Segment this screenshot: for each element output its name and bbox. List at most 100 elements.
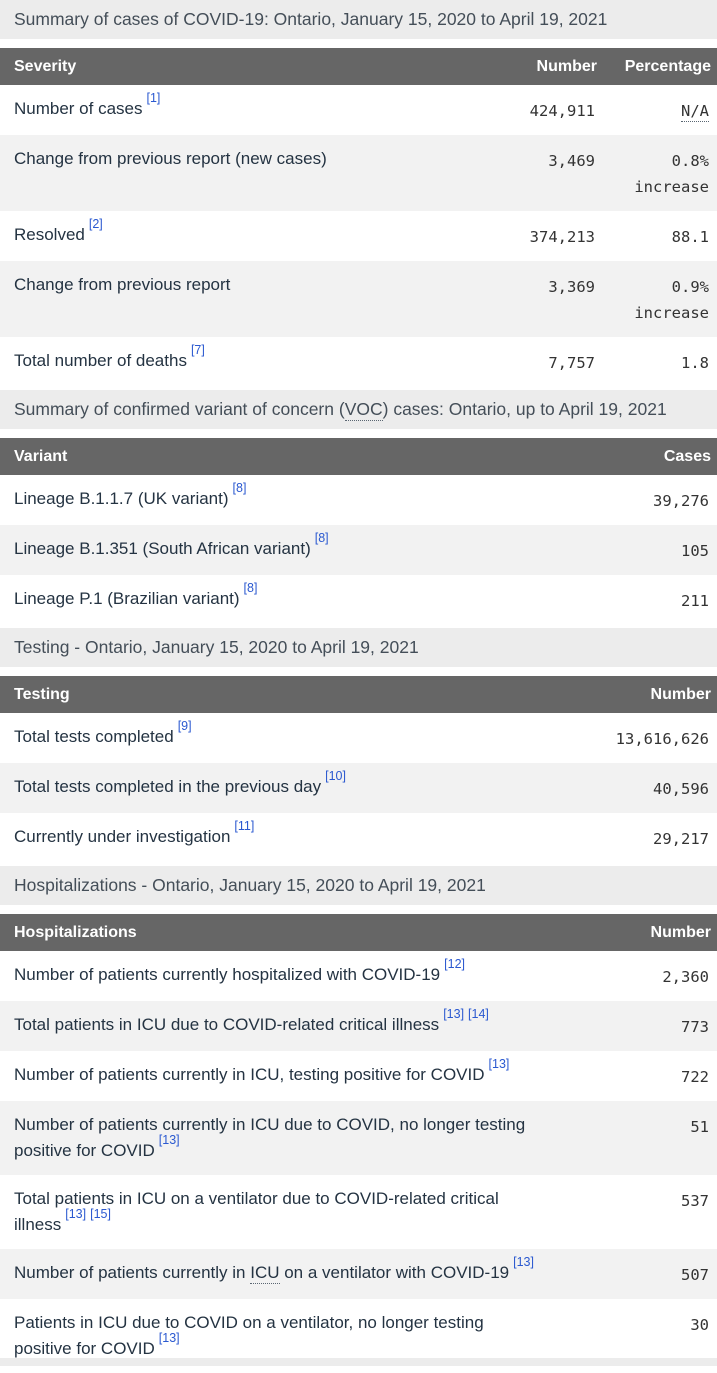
table-row: Currently under investigation[11] 29,217 [0, 813, 717, 863]
value-cell: 7,757 [503, 337, 603, 387]
value-text: 773 [681, 1018, 709, 1036]
value-cell: 537 [557, 1175, 717, 1249]
footnote-ref-link[interactable]: [13] [65, 1207, 87, 1222]
value-text: 3,369 [548, 278, 595, 296]
table-body: Total tests completed[9] 13,616,626 Total … [0, 713, 717, 863]
row-label-text: Resolved [14, 225, 85, 244]
table-row: Number of patients currently in ICU due … [0, 1101, 717, 1175]
value-line: 51 [563, 1114, 709, 1140]
table-header: Variant Cases [0, 438, 717, 475]
value-line: 105 [563, 538, 709, 564]
footnote-ref-link[interactable]: [9] [177, 719, 192, 734]
footnote-ref-link[interactable]: [12] [444, 957, 465, 972]
row-label: Change from previous report (new cases) [0, 135, 503, 211]
value-text: 2,360 [662, 968, 709, 986]
value-text: 424,911 [529, 102, 595, 120]
footnote-ref-link[interactable]: [13] [158, 1133, 180, 1148]
value-text: 30 [690, 1316, 709, 1334]
table-row: Total patients in ICU due to COVID-relat… [0, 1001, 717, 1051]
column-header-testing: Testing [0, 676, 557, 713]
row-label: Lineage P.1 (Brazilian variant)[8] [0, 575, 557, 625]
table-row: Lineage B.1.351 (South African variant)[… [0, 525, 717, 575]
value-cell: 424,911 [503, 85, 603, 135]
column-header-number: Number [557, 676, 717, 713]
table-body: Lineage B.1.1.7 (UK variant)[8] 39,276 Lin… [0, 475, 717, 625]
value-cell: 0.9% increase [603, 261, 717, 337]
row-label-text: Number of patients currently in [14, 1263, 251, 1282]
row-label-text: Patients in ICU due to COVID on a ventil… [14, 1313, 484, 1358]
footnote-ref-link[interactable]: [14] [468, 1007, 489, 1022]
value-cell: 3,369 [503, 261, 603, 337]
value-line: 0.9% [609, 274, 709, 300]
value-text: 537 [681, 1192, 709, 1210]
footnote-ref-link[interactable]: [13] [513, 1255, 534, 1270]
table-row: Change from previous report 3,369 0.9% incr… [0, 261, 717, 337]
caption-text: Hospitalizations - Ontario, January 15, … [14, 875, 486, 895]
value-text: 40,596 [653, 780, 709, 798]
row-label: Resolved[2] [0, 211, 503, 261]
value-text: increase [634, 304, 709, 322]
header-row: Severity Number Percentage [0, 48, 717, 85]
row-label: Number of cases[1] [0, 85, 503, 135]
value-cell: 88.1 [603, 211, 717, 261]
value-cell: N/A [603, 85, 717, 135]
footnote-ref-link[interactable]: [7] [190, 343, 205, 358]
row-label-text: Number of patients currently in ICU due … [14, 1115, 526, 1160]
footnote-ref-link[interactable]: [8] [232, 481, 247, 496]
footnote-ref-link[interactable]: [13] [443, 1007, 465, 1022]
footnote-ref-link[interactable]: [15] [90, 1207, 111, 1222]
row-label: Lineage B.1.351 (South African variant)[… [0, 525, 557, 575]
column-header-number: Number [503, 48, 603, 85]
value-line: 30 [563, 1312, 709, 1338]
value-cell: 39,276 [557, 475, 717, 525]
footnote-ref-link[interactable]: [13] [488, 1057, 510, 1072]
table-row: Lineage P.1 (Brazilian variant)[8] 211 [0, 575, 717, 625]
column-header-cases: Cases [557, 438, 717, 475]
row-label-text: Lineage B.1.1.7 (UK variant) [14, 489, 229, 508]
value-line: 1.8 [609, 350, 709, 376]
value-cell: 51 [557, 1101, 717, 1175]
row-label-text: on a ventilator with COVID-19 [279, 1263, 510, 1282]
value-line: 507 [563, 1262, 709, 1288]
footnote-ref-link[interactable]: [8] [243, 581, 258, 596]
caption-text: Summary of cases of COVID-19: Ontario, J… [14, 9, 608, 29]
row-label: Total tests completed in the previous da… [0, 763, 557, 813]
value-text: 0.8% [671, 152, 709, 170]
footnote-ref-link[interactable]: [8] [314, 531, 329, 546]
value-line: 424,911 [509, 98, 595, 124]
value-text: 39,276 [653, 492, 709, 510]
footnote-ref-link[interactable]: [1] [146, 91, 161, 106]
row-label: Total tests completed[9] [0, 713, 557, 763]
row-label-text: Change from previous report [14, 275, 231, 294]
value-text: 51 [690, 1118, 709, 1136]
value-cell: 29,217 [557, 813, 717, 863]
footnote-ref-link[interactable]: [11] [234, 819, 255, 834]
footnote-ref-link[interactable]: [10] [325, 769, 346, 784]
value-text: 1.8 [681, 354, 709, 372]
table-row: Lineage B.1.1.7 (UK variant)[8] 39,276 [0, 475, 717, 525]
table-row: Total patients in ICU on a ventilator du… [0, 1175, 717, 1249]
table-section-variants: Summary of confirmed variant of concern … [0, 390, 717, 625]
abbr-term: N/A [681, 102, 709, 122]
footnote-ref-link[interactable]: [13] [158, 1331, 180, 1346]
value-text: 0.9% [671, 278, 709, 296]
value-text: 13,616,626 [615, 730, 709, 748]
table-row: Resolved[2] 374,213 88.1 [0, 211, 717, 261]
header-row: Testing Number [0, 676, 717, 713]
row-label-text: Currently under investigation [14, 827, 231, 846]
footnote-ref-link[interactable]: [2] [88, 217, 103, 232]
row-label: Number of patients currently in ICU on a… [0, 1249, 557, 1299]
value-cell: 105 [557, 525, 717, 575]
column-header-percentage: Percentage [603, 48, 717, 85]
value-cell: 2,360 [557, 951, 717, 1001]
caption-text: ) cases: Ontario, up to April 19, 2021 [382, 399, 667, 419]
value-cell: 0.8% increase [603, 135, 717, 211]
value-cell: 13,616,626 [557, 713, 717, 763]
row-label: Lineage B.1.1.7 (UK variant)[8] [0, 475, 557, 525]
abbr-term: VOC [344, 399, 383, 421]
table-caption: Summary of cases of COVID-19: Ontario, J… [0, 0, 717, 39]
value-cell: 374,213 [503, 211, 603, 261]
row-label-text: Total tests completed [14, 727, 174, 746]
table-row: Number of patients currently hospitalize… [0, 951, 717, 1001]
